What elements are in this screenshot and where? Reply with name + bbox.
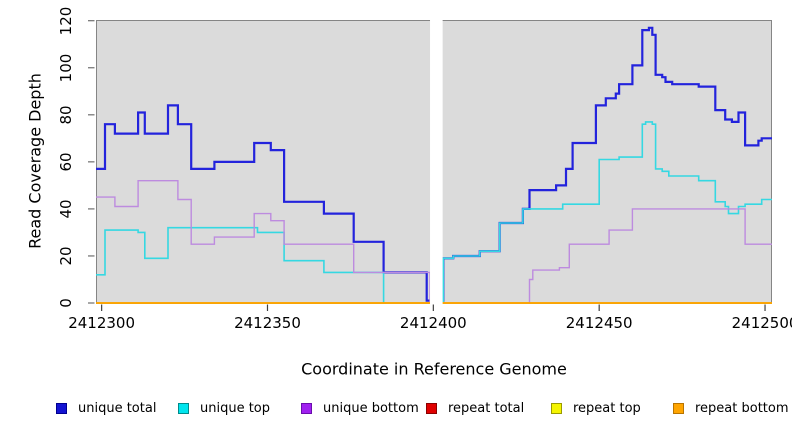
missing-data-gap — [430, 19, 443, 308]
y-tick-label-80: 80 — [57, 105, 75, 125]
y-axis-title: Read Coverage Depth — [25, 73, 45, 249]
y-tick-label-120: 120 — [57, 6, 75, 36]
y-tick-label-0: 0 — [57, 298, 75, 308]
series-line-unique-top — [96, 121, 772, 304]
series-line-unique-total — [96, 26, 772, 302]
x-tick-label-2412450: 2412450 — [565, 314, 633, 332]
x-tick-label-2412500: 2412500 — [731, 314, 792, 332]
x-tick-label-2412400: 2412400 — [399, 314, 467, 332]
y-tick-label-20: 20 — [57, 246, 75, 266]
y-tick-label-100: 100 — [57, 53, 75, 83]
x-tick-label-2412350: 2412350 — [234, 314, 301, 332]
y-tick-label-40: 40 — [57, 199, 75, 219]
y-tick-label-60: 60 — [57, 152, 75, 172]
x-tick-label-2412300: 2412300 — [68, 314, 136, 332]
series-line-unique-bottom — [96, 179, 772, 304]
x-axis-title: Coordinate in Reference Genome — [301, 359, 567, 379]
